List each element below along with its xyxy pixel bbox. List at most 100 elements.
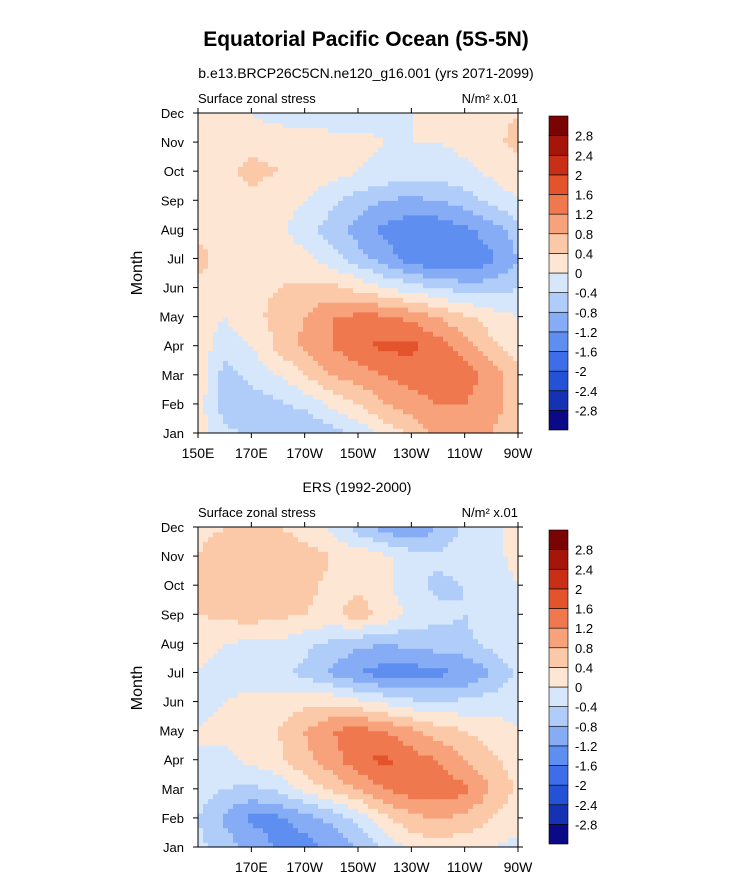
heatmap-cell (348, 142, 354, 147)
heatmap-cell (198, 225, 204, 230)
heatmap-cell (488, 389, 494, 394)
heatmap-cell (283, 205, 289, 210)
heatmap-cell (453, 355, 459, 360)
heatmap-cell (333, 186, 339, 191)
heatmap-cell (213, 385, 219, 390)
heatmap-cell (218, 254, 224, 259)
heatmap-cell (463, 799, 469, 804)
heatmap-cell (218, 229, 224, 234)
heatmap-cell (478, 828, 484, 833)
heatmap-cell (408, 234, 414, 239)
heatmap-cell (313, 380, 319, 385)
heatmap-cell (453, 365, 459, 370)
heatmap-cell (233, 823, 239, 828)
heatmap-cell (293, 355, 299, 360)
heatmap-cell (378, 837, 384, 842)
heatmap-cell (278, 195, 284, 200)
heatmap-cell (453, 360, 459, 365)
heatmap-cell (443, 254, 449, 259)
heatmap-cell (258, 380, 264, 385)
heatmap-cell (428, 210, 434, 215)
heatmap-cell (283, 244, 289, 249)
heatmap-cell (453, 307, 459, 312)
heatmap-cell (303, 128, 309, 133)
heatmap-cell (483, 317, 489, 322)
heatmap-cell (443, 803, 449, 808)
heatmap-cell (313, 268, 319, 273)
heatmap-cell (418, 292, 424, 297)
heatmap-cell (508, 205, 514, 210)
heatmap-cell (253, 157, 259, 162)
heatmap-cell (253, 166, 259, 171)
heatmap-cell (238, 394, 244, 399)
heatmap-cell (333, 152, 339, 157)
heatmap-cell (463, 414, 469, 419)
heatmap-cell (228, 799, 234, 804)
heatmap-cell (223, 803, 229, 808)
heatmap-cell (328, 113, 334, 118)
heatmap-cell (428, 254, 434, 259)
heatmap-cell (313, 220, 319, 225)
heatmap-cell (373, 828, 379, 833)
heatmap-cell (248, 186, 254, 191)
heatmap-cell (253, 239, 259, 244)
heatmap-cell (438, 351, 444, 356)
heatmap-cell (233, 423, 239, 428)
heatmap-cell (323, 297, 329, 302)
heatmap-cell (508, 210, 514, 215)
heatmap-cell (443, 341, 449, 346)
heatmap-cell (338, 123, 344, 128)
heatmap-cell (433, 331, 439, 336)
heatmap-cell (498, 132, 504, 137)
heatmap-cell (478, 399, 484, 404)
heatmap-cell (298, 414, 304, 419)
heatmap-cell (198, 803, 204, 808)
heatmap-cell (268, 118, 274, 123)
heatmap-cell (348, 157, 354, 162)
heatmap-cell (268, 152, 274, 157)
heatmap-cell (213, 147, 219, 152)
heatmap-cell (238, 799, 244, 804)
heatmap-cell (438, 166, 444, 171)
heatmap-cell (293, 220, 299, 225)
heatmap-cell (263, 225, 269, 230)
heatmap-cell (313, 113, 319, 118)
heatmap-cell (473, 132, 479, 137)
heatmap-cell (323, 186, 329, 191)
heatmap-cell (378, 215, 384, 220)
heatmap-cell (223, 292, 229, 297)
heatmap-cell (503, 375, 509, 380)
heatmap-cell (493, 385, 499, 390)
heatmap-cell (403, 205, 409, 210)
heatmap-cell (308, 394, 314, 399)
heatmap-cell (423, 360, 429, 365)
heatmap-cell (348, 292, 354, 297)
heatmap-cell (358, 278, 364, 283)
heatmap-cell (333, 166, 339, 171)
heatmap-cell (358, 355, 364, 360)
heatmap-cell (398, 375, 404, 380)
heatmap-cell (308, 828, 314, 833)
heatmap-cell (213, 380, 219, 385)
heatmap-cell (213, 263, 219, 268)
heatmap-cell (243, 166, 249, 171)
heatmap-cell (353, 370, 359, 375)
heatmap-cell (223, 128, 229, 133)
heatmap-cell (313, 176, 319, 181)
heatmap-cell (233, 225, 239, 230)
heatmap-cell (318, 205, 324, 210)
heatmap-cell (453, 326, 459, 331)
heatmap-cell (403, 166, 409, 171)
heatmap-cell (298, 302, 304, 307)
heatmap-cell (403, 128, 409, 133)
heatmap-cell (203, 292, 209, 297)
heatmap-cell (488, 171, 494, 176)
heatmap-cell (353, 258, 359, 263)
heatmap-cell (498, 186, 504, 191)
heatmap-cell (468, 355, 474, 360)
heatmap-cell (238, 142, 244, 147)
heatmap-cell (228, 813, 234, 818)
heatmap-cell (278, 803, 284, 808)
heatmap-cell (368, 263, 374, 268)
heatmap-cell (468, 137, 474, 142)
